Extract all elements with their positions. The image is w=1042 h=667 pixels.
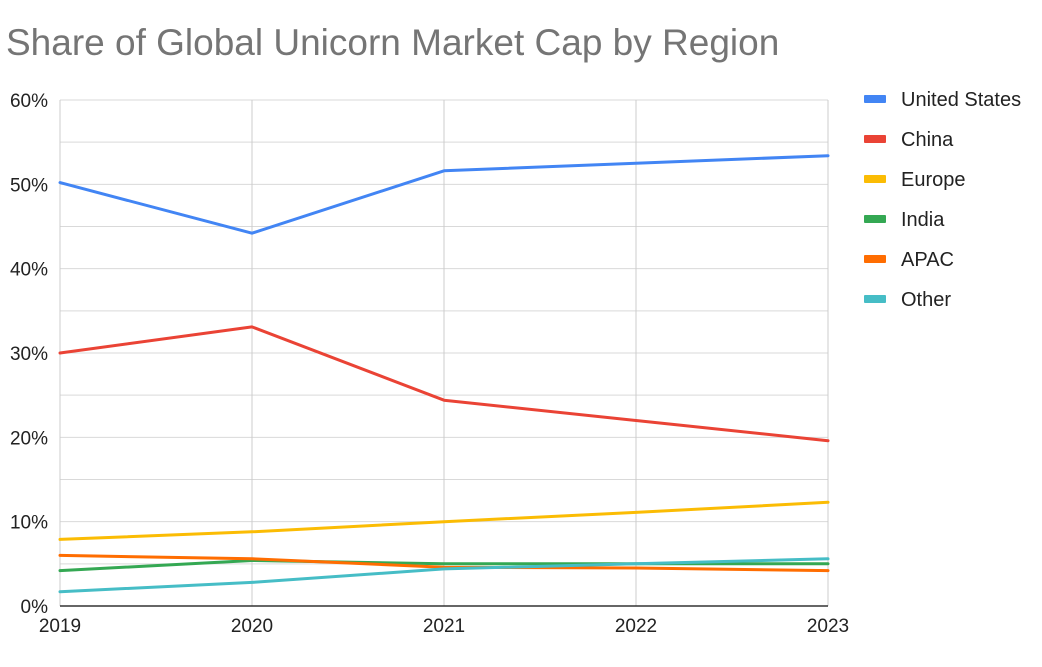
series-line-other bbox=[58, 557, 830, 594]
series-line-united-states bbox=[58, 154, 830, 235]
x-tick-label: 2021 bbox=[423, 616, 465, 637]
legend-label: Other bbox=[901, 289, 951, 311]
y-tick-label: 0% bbox=[21, 597, 49, 618]
x-tick-label: 2022 bbox=[615, 616, 657, 637]
legend-label: Europe bbox=[901, 169, 966, 191]
chart-title: Share of Global Unicorn Market Cap by Re… bbox=[6, 22, 780, 63]
legend-swatch-europe bbox=[864, 175, 886, 183]
series-line-europe bbox=[58, 500, 830, 541]
legend-swatch-india bbox=[864, 215, 886, 223]
x-tick-label: 2019 bbox=[39, 616, 81, 637]
y-tick-label: 20% bbox=[10, 428, 48, 449]
y-tick-label: 40% bbox=[10, 260, 48, 281]
legend-label: APAC bbox=[901, 249, 954, 271]
y-tick-label: 30% bbox=[10, 344, 48, 365]
legend-swatch-other bbox=[864, 295, 886, 303]
legend-swatch-united-states bbox=[864, 95, 886, 103]
y-tick-label: 10% bbox=[10, 513, 48, 534]
series-line-apac bbox=[58, 553, 830, 573]
series-line-china bbox=[58, 325, 830, 443]
legend-label: India bbox=[901, 209, 945, 231]
legend-swatch-china bbox=[864, 135, 886, 143]
legend-label: China bbox=[901, 129, 954, 151]
x-tick-label: 2023 bbox=[807, 616, 849, 637]
y-tick-label: 50% bbox=[10, 175, 48, 196]
legend-swatch-apac bbox=[864, 255, 886, 263]
series-line-india bbox=[58, 559, 830, 573]
y-tick-label: 60% bbox=[10, 91, 48, 112]
x-tick-label: 2020 bbox=[231, 616, 273, 637]
legend-label: United States bbox=[901, 89, 1021, 111]
